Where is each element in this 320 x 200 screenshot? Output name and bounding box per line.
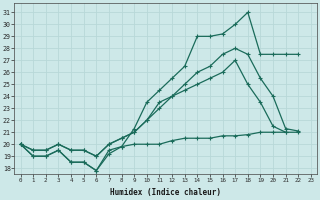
X-axis label: Humidex (Indice chaleur): Humidex (Indice chaleur) bbox=[110, 188, 221, 197]
